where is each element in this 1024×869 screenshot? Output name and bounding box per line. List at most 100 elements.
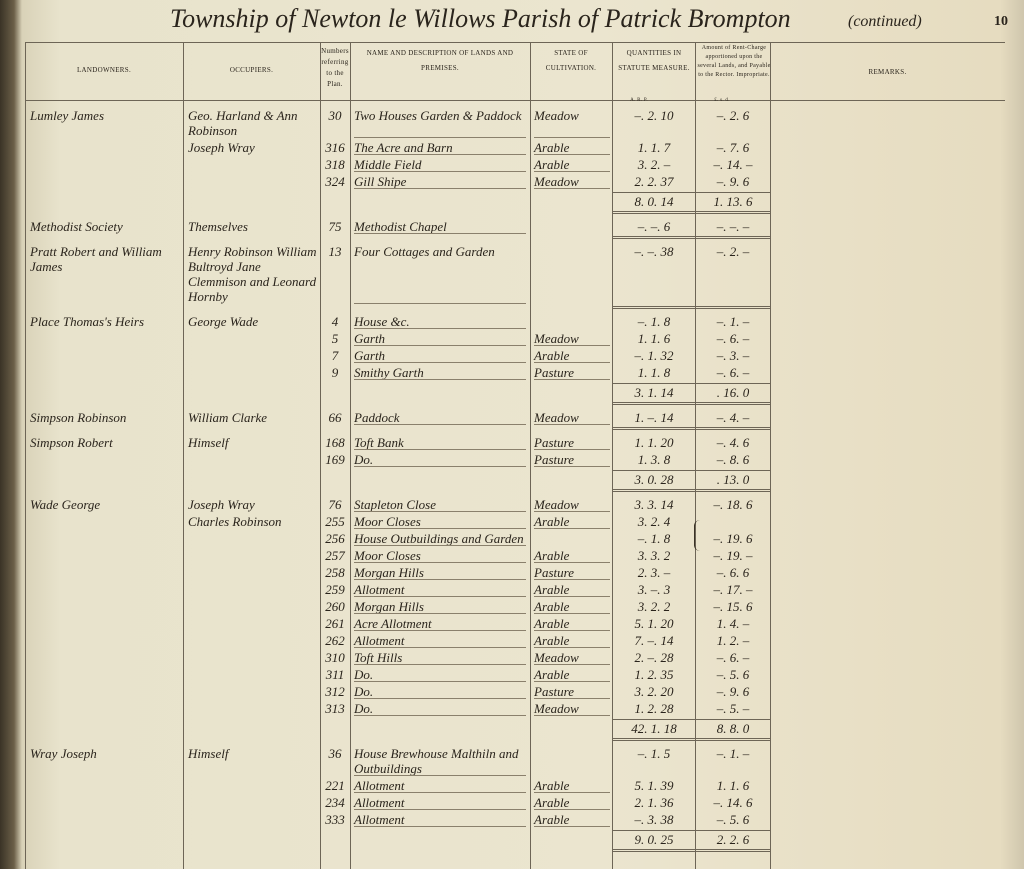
land-name: Do.: [354, 667, 374, 682]
entry-rule: [534, 579, 610, 580]
plan-number: 261: [325, 616, 345, 631]
cultivation: Meadow: [534, 331, 579, 346]
quantity: –. 3. 38: [634, 812, 674, 827]
occupier: William Clarke: [188, 410, 268, 425]
entry-rule: [534, 613, 610, 614]
entry-rule: [534, 188, 610, 189]
entry-rule: [534, 596, 610, 597]
rent-charge: –. 1. –: [716, 314, 750, 329]
plan-number: 310: [325, 650, 345, 665]
occupier: Geo. Harland & Ann Robinson: [188, 108, 298, 138]
land-name: Paddock: [354, 410, 400, 425]
title: Township of Newton le Willows Parish of …: [170, 4, 791, 33]
plan-number: 75: [328, 219, 342, 234]
land-name: Do.: [354, 452, 374, 467]
entry-rule: [354, 449, 526, 450]
rule: [350, 42, 351, 869]
rule: [25, 100, 1005, 101]
entry-rule: [354, 379, 526, 380]
rent-charge: –. 15. 6: [713, 599, 753, 614]
group-rule: [612, 738, 770, 739]
entry-rule: [534, 698, 610, 699]
cultivation: Pasture: [534, 365, 574, 380]
cultivation: Arable: [534, 582, 570, 597]
plan-number: 36: [328, 746, 342, 761]
entry-rule: [354, 579, 526, 580]
plan-number: 168: [325, 435, 345, 450]
cultivation: Arable: [534, 599, 570, 614]
quantity: 1. 1. 6: [637, 331, 671, 346]
entry-rule: [354, 826, 526, 827]
group-rule: [612, 308, 770, 309]
rule: [25, 42, 26, 869]
occupier: Charles Robinson: [188, 514, 282, 529]
total-quantity: 3. 0. 28: [634, 472, 674, 487]
rent-charge: –. 2. –: [716, 244, 750, 259]
quantity: 2. –. 28: [634, 650, 674, 665]
plan-number: 30: [328, 108, 342, 123]
rent-charge: –. 9. 6: [716, 174, 750, 189]
cultivation: Meadow: [534, 701, 579, 716]
entry-rule: [354, 792, 526, 793]
plan-number: 257: [325, 548, 345, 563]
quantity: –. 2. 10: [634, 108, 674, 123]
col-header: NAME AND DESCRIPTION OF LANDS AND PREMIS…: [366, 49, 514, 72]
land-name: Do.: [354, 684, 374, 699]
plan-number: 255: [325, 514, 345, 529]
rent-charge: 1. 4. –: [716, 616, 750, 631]
plan-number: 76: [328, 497, 342, 512]
group-rule: [612, 306, 770, 307]
rule: [183, 42, 184, 869]
quantity: 1. 2. 35: [634, 667, 674, 682]
land-name: Gill Shipe: [354, 174, 407, 189]
entry-rule: [354, 328, 526, 329]
landowner: Lumley James: [30, 108, 105, 123]
rule: [530, 42, 531, 869]
land-name: Allotment: [354, 582, 405, 597]
entry-rule: [534, 379, 610, 380]
rule: [695, 42, 696, 869]
quantity: 2. 3. –: [637, 565, 671, 580]
total-quantity: 8. 0. 14: [634, 194, 674, 209]
cultivation: Arable: [534, 667, 570, 682]
group-rule: [612, 489, 770, 490]
entry-rule: [534, 449, 610, 450]
cultivation: Arable: [534, 514, 570, 529]
land-name: Middle Field: [354, 157, 422, 172]
plan-number: 5: [331, 331, 339, 346]
rent-charge: 1. 1. 6: [716, 778, 750, 793]
rent-charge: –. 5. –: [716, 701, 750, 716]
entry-rule: [534, 792, 610, 793]
plan-number: 313: [325, 701, 345, 716]
total-amount: 2. 2. 6: [716, 832, 750, 847]
plan-number: 7: [331, 348, 339, 363]
quantity: 1. 1. 7: [637, 140, 671, 155]
rent-charge: –. 4. 6: [716, 435, 750, 450]
plan-number: 13: [328, 244, 342, 259]
col-header: LANDOWNERS.: [76, 66, 132, 74]
occupier: Himself: [188, 746, 229, 761]
entry-rule: [354, 345, 526, 346]
land-name: Moor Closes: [354, 548, 421, 563]
quantity: 3. 3. 2: [637, 548, 671, 563]
plan-number: 221: [325, 778, 345, 793]
entry-rule: [354, 545, 526, 546]
total-rule: [612, 719, 770, 720]
landowner: Methodist Society: [30, 219, 123, 234]
rent-charge: –. 7. 6: [716, 140, 750, 155]
landowner: Simpson Robert: [30, 435, 113, 450]
group-rule: [612, 236, 770, 237]
plan-number: 333: [325, 812, 345, 827]
land-name: Morgan Hills: [354, 565, 424, 580]
bracket: [694, 520, 701, 551]
cultivation: Arable: [534, 633, 570, 648]
group-rule: [612, 238, 770, 239]
group-rule: [612, 849, 770, 850]
land-name: Acre Allotment: [354, 616, 432, 631]
cultivation: Meadow: [534, 108, 579, 123]
plan-number: 66: [328, 410, 342, 425]
entry-rule: [534, 809, 610, 810]
cultivation: Arable: [534, 548, 570, 563]
plan-number: 234: [325, 795, 345, 810]
cultivation: Arable: [534, 795, 570, 810]
